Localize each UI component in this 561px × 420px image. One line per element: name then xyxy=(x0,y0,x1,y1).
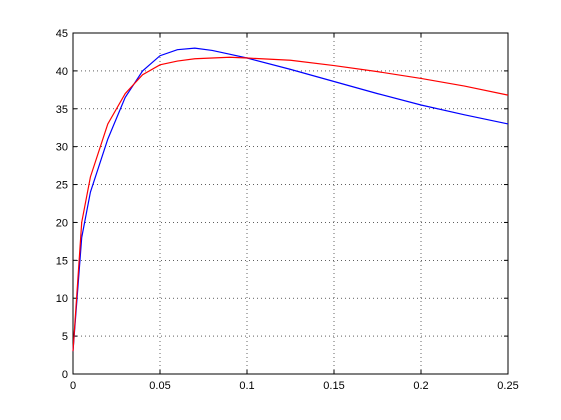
y-tick-label: 20 xyxy=(56,217,68,229)
line-series xyxy=(72,56,509,352)
y-tick-label: 40 xyxy=(56,66,68,78)
x-tick-label: 0 xyxy=(70,380,76,392)
y-tick-label: 10 xyxy=(56,293,68,305)
plot-area xyxy=(73,33,508,374)
y-tick-label: 0 xyxy=(62,369,68,381)
axes-box xyxy=(72,32,509,375)
y-tick-label: 30 xyxy=(56,142,68,154)
x-tick-label: 0.25 xyxy=(497,380,518,392)
x-tick-label: 0.05 xyxy=(149,380,170,392)
x-tick-label: 0.2 xyxy=(413,380,428,392)
line-series xyxy=(72,47,509,352)
y-tick-label: 45 xyxy=(56,28,68,40)
y-tick-label: 15 xyxy=(56,255,68,267)
y-tick-label: 35 xyxy=(56,104,68,116)
y-tick-label: 25 xyxy=(56,180,68,192)
y-tick-label: 5 xyxy=(62,331,68,343)
x-tick-label: 0.1 xyxy=(239,380,254,392)
x-tick-label: 0.15 xyxy=(323,380,344,392)
